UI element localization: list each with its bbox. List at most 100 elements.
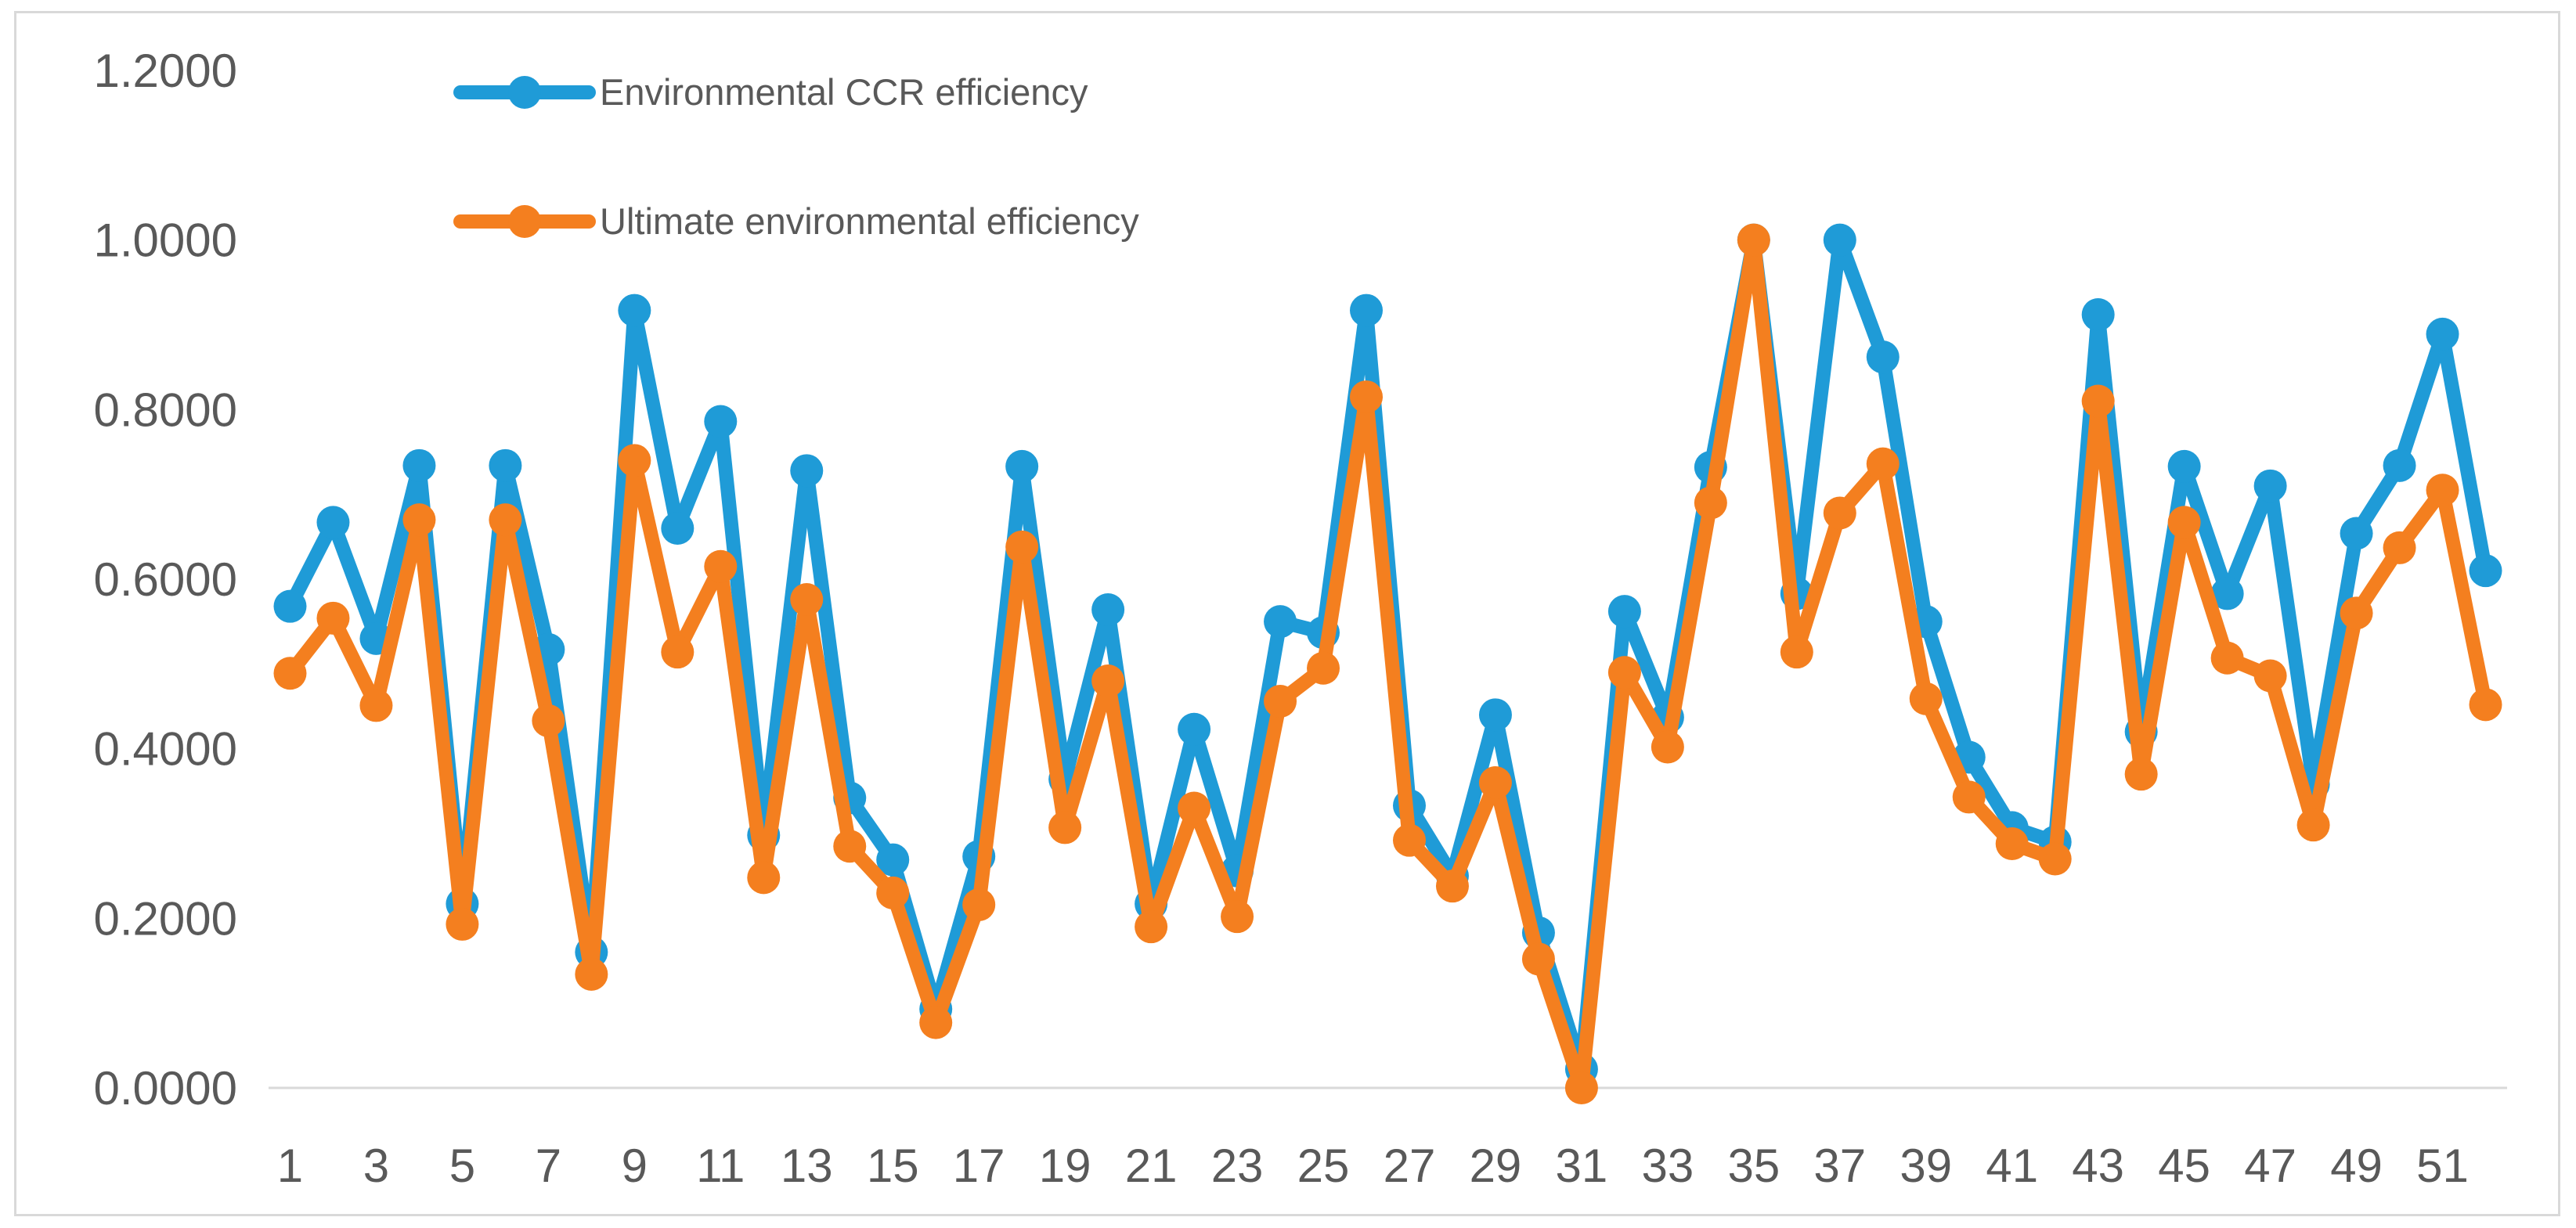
y-tick-label: 0.0000 <box>93 1062 237 1115</box>
y-tick-label: 0.8000 <box>93 384 237 436</box>
data-point-ultimate <box>1651 730 1684 764</box>
data-point-ultimate <box>446 907 479 941</box>
data-point-ccr <box>2426 317 2459 351</box>
data-point-ccr <box>2081 298 2115 331</box>
x-tick-label: 17 <box>953 1140 1005 1192</box>
x-tick-label: 5 <box>449 1140 475 1192</box>
data-point-ultimate <box>1737 223 1770 257</box>
x-tick-label: 19 <box>1039 1140 1091 1192</box>
series-ultimate <box>273 223 2502 1104</box>
x-tick-label: 33 <box>1642 1140 1694 1192</box>
data-point-ultimate <box>618 444 651 477</box>
data-point-ultimate <box>1952 780 1986 814</box>
data-point-ccr <box>273 589 307 623</box>
legend-marker-ccr <box>508 76 541 109</box>
data-point-ccr <box>661 512 695 545</box>
data-point-ccr <box>1005 449 1039 483</box>
data-point-ultimate <box>489 503 522 537</box>
x-tick-label: 39 <box>1900 1140 1952 1192</box>
legend-label-ultimate: Ultimate environmental efficiency <box>600 200 1139 242</box>
data-point-ccr <box>402 448 436 482</box>
data-point-ccr <box>1178 712 1211 746</box>
x-tick-label: 21 <box>1125 1140 1178 1192</box>
x-tick-label: 25 <box>1297 1140 1350 1192</box>
y-tick-label: 0.2000 <box>93 892 237 945</box>
y-tick-label: 0.4000 <box>93 723 237 776</box>
x-tick-label: 9 <box>622 1140 648 1192</box>
data-point-ccr <box>489 448 522 482</box>
x-tick-label: 31 <box>1556 1140 1608 1192</box>
data-point-ultimate <box>1221 900 1254 934</box>
data-point-ccr <box>1091 593 1125 626</box>
series-line-ultimate <box>283 232 2493 1095</box>
x-tick-label: 3 <box>363 1140 389 1192</box>
data-point-ccr <box>2253 469 2287 502</box>
data-point-ultimate <box>1909 682 1943 715</box>
y-tick-label: 1.2000 <box>93 45 237 97</box>
x-tick-label: 1 <box>277 1140 303 1192</box>
data-point-ccr <box>876 843 910 877</box>
x-tick-label: 47 <box>2244 1140 2296 1192</box>
legend: Environmental CCR efficiency Ultimate env… <box>453 71 1139 242</box>
data-point-ultimate <box>2081 384 2115 418</box>
data-point-ultimate <box>2210 641 2244 675</box>
data-point-ccr <box>316 506 350 539</box>
data-point-ccr <box>1350 293 1384 327</box>
data-point-ultimate <box>1607 656 1641 690</box>
data-point-ultimate <box>876 876 910 909</box>
data-point-ultimate <box>790 583 824 616</box>
data-point-ccr <box>618 293 651 327</box>
data-point-ccr <box>2340 517 2373 550</box>
legend-label-ccr: Environmental CCR efficiency <box>600 71 1088 113</box>
x-tick-label: 15 <box>867 1140 919 1192</box>
data-point-ultimate <box>1435 870 1469 903</box>
data-point-ultimate <box>704 549 738 583</box>
x-tick-label: 27 <box>1384 1140 1436 1192</box>
data-point-ccr <box>2210 577 2244 610</box>
legend-marker-ultimate <box>508 205 541 238</box>
data-point-ultimate <box>1350 380 1384 414</box>
y-tick-label: 0.6000 <box>93 553 237 606</box>
x-tick-label: 45 <box>2158 1140 2210 1192</box>
data-point-ultimate <box>1005 530 1039 564</box>
x-tick-label: 11 <box>696 1140 745 1192</box>
data-point-ultimate <box>1178 791 1211 825</box>
data-point-ultimate <box>2426 474 2459 507</box>
data-point-ccr <box>790 454 824 488</box>
x-tick-label: 7 <box>536 1140 561 1192</box>
data-point-ultimate <box>2340 596 2373 630</box>
x-tick-label: 29 <box>1470 1140 1522 1192</box>
data-point-ultimate <box>1264 685 1297 718</box>
data-point-ultimate <box>1823 496 1856 530</box>
data-point-ccr <box>1607 595 1641 628</box>
x-tick-label: 13 <box>781 1140 833 1192</box>
data-point-ultimate <box>273 657 307 690</box>
data-point-ultimate <box>1392 823 1426 857</box>
x-tick-label: 35 <box>1727 1140 1780 1192</box>
data-point-ultimate <box>747 861 781 895</box>
data-point-ultimate <box>2469 688 2502 722</box>
data-point-ultimate <box>359 689 393 722</box>
data-point-ultimate <box>2253 659 2287 693</box>
data-point-ultimate <box>2296 808 2330 842</box>
data-point-ultimate <box>919 1006 953 1039</box>
x-tick-label: 51 <box>2416 1140 2469 1192</box>
x-tick-label: 23 <box>1211 1140 1264 1192</box>
data-point-ultimate <box>1135 910 1168 944</box>
data-point-ultimate <box>1694 486 1727 520</box>
x-tick-label: 49 <box>2330 1140 2383 1192</box>
data-point-ultimate <box>316 601 350 635</box>
data-point-ultimate <box>1995 827 2029 860</box>
axis-layer: 0.0000 0.2000 0.4000 0.6000 0.8000 1.0000 1.20… <box>93 45 2507 1192</box>
series-layer <box>273 223 2502 1104</box>
x-tick-label: 41 <box>1986 1140 2038 1192</box>
data-point-ultimate <box>661 636 695 669</box>
data-point-ultimate <box>2383 531 2416 564</box>
data-point-ultimate <box>1521 942 1555 976</box>
y-tick-label: 1.0000 <box>93 214 237 267</box>
data-point-ultimate <box>962 888 996 921</box>
data-point-ccr <box>2167 449 2201 483</box>
data-point-ccr <box>2383 448 2416 482</box>
data-point-ultimate <box>1866 447 1900 481</box>
